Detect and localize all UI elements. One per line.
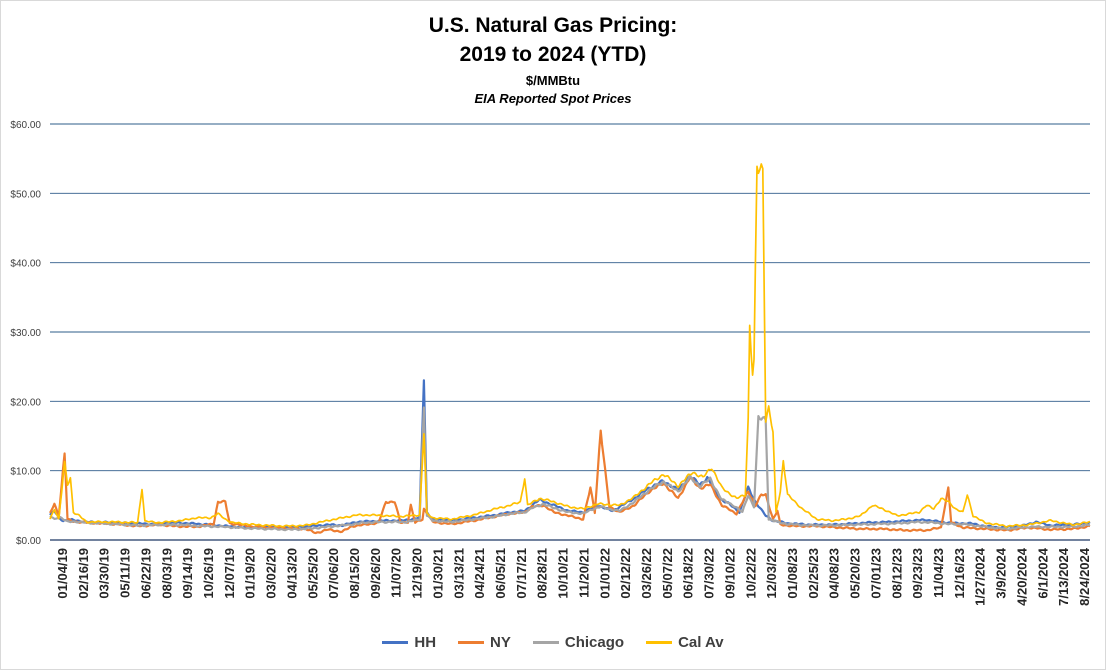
x-tick-label: 04/13/20 bbox=[284, 548, 299, 599]
y-tick-label: $50.00 bbox=[10, 189, 41, 200]
legend-swatch-cal-av bbox=[646, 641, 673, 644]
y-tick-label: $10.00 bbox=[10, 467, 41, 478]
y-tick-label: $60.00 bbox=[10, 120, 41, 131]
x-tick-label: 03/13/21 bbox=[451, 548, 466, 599]
x-tick-label: 8/24/2024 bbox=[1077, 547, 1092, 606]
x-axis-tick-labels: 01/04/19 02/16/19 03/30/19 05/11/19 06/22/19… bbox=[55, 547, 1092, 606]
y-tick-label: $0.00 bbox=[16, 536, 41, 547]
x-tick-label: 09/26/20 bbox=[368, 548, 383, 599]
x-tick-label: 10/10/21 bbox=[556, 548, 571, 599]
legend-swatch-chicago bbox=[532, 641, 559, 644]
y-tick-label: $40.00 bbox=[10, 259, 41, 270]
gridlines bbox=[50, 123, 1090, 541]
x-tick-label: 01/30/21 bbox=[430, 548, 445, 599]
y-axis-tick-labels: $0.00 $10.00 $20.00 $30.00 $40.00 $50.00 $60.0… bbox=[10, 120, 41, 547]
x-tick-label: 05/11/19 bbox=[118, 548, 133, 598]
legend-label-chicago: Chicago bbox=[564, 634, 625, 651]
x-tick-label: 3/9/2024 bbox=[994, 547, 1009, 598]
series-line-ny bbox=[49, 429, 1091, 535]
x-tick-label: 01/19/20 bbox=[243, 548, 258, 599]
x-tick-label: 1/27/2024 bbox=[973, 547, 988, 606]
x-tick-label: 04/24/21 bbox=[472, 548, 487, 599]
legend: HH NY Chicago Cal Av bbox=[0, 634, 1106, 651]
x-tick-label: 09/23/23 bbox=[910, 548, 925, 599]
chart-title-line2: 2019 to 2024 (YTD) bbox=[459, 43, 647, 66]
series-line-cal-av bbox=[49, 163, 1091, 528]
x-tick-label: 7/13/2024 bbox=[1056, 547, 1071, 606]
x-tick-label: 01/04/19 bbox=[55, 548, 70, 599]
legend-label-ny: NY bbox=[490, 634, 511, 651]
legend-item-hh: HH bbox=[382, 634, 436, 651]
x-tick-label: 07/17/21 bbox=[514, 548, 529, 599]
x-tick-label: 03/02/20 bbox=[264, 548, 279, 599]
x-tick-label: 02/16/19 bbox=[76, 548, 91, 599]
x-tick-label: 11/04/23 bbox=[931, 548, 946, 598]
x-tick-label: 12/16/23 bbox=[952, 548, 967, 599]
legend-label-cal-av: Cal Av bbox=[678, 634, 724, 651]
x-tick-label: 6/1/2024 bbox=[1035, 547, 1050, 598]
x-tick-label: 4/20/2024 bbox=[1014, 547, 1029, 606]
y-tick-label: $30.00 bbox=[10, 328, 41, 339]
legend-label-hh: HH bbox=[414, 634, 437, 651]
x-tick-label: 09/10/22 bbox=[722, 548, 737, 599]
x-tick-label: 11/07/20 bbox=[389, 548, 404, 598]
x-tick-label: 06/05/21 bbox=[493, 548, 508, 599]
x-tick-label: 01/01/22 bbox=[597, 548, 612, 599]
x-tick-label: 05/07/22 bbox=[660, 548, 675, 599]
x-tick-label: 09/14/19 bbox=[180, 548, 195, 599]
x-tick-label: 07/30/22 bbox=[702, 548, 717, 599]
legend-item-ny: NY bbox=[458, 634, 511, 651]
x-tick-label: 06/22/19 bbox=[138, 548, 153, 599]
x-tick-label: 04/08/23 bbox=[827, 548, 842, 599]
x-tick-label: 10/22/22 bbox=[743, 548, 758, 599]
x-tick-label: 06/18/22 bbox=[681, 548, 696, 599]
x-tick-label: 08/12/23 bbox=[889, 548, 904, 599]
x-tick-label: 05/20/23 bbox=[848, 548, 863, 599]
x-tick-label: 03/26/22 bbox=[639, 548, 654, 599]
series-lines bbox=[49, 163, 1091, 535]
x-tick-label: 08/03/19 bbox=[159, 548, 174, 599]
x-tick-label: 07/06/20 bbox=[326, 548, 341, 599]
legend-item-cal-av: Cal Av bbox=[646, 634, 724, 651]
legend-swatch-ny bbox=[458, 641, 485, 644]
x-tick-label: 12/19/20 bbox=[410, 548, 425, 599]
x-tick-label: 07/01/23 bbox=[868, 548, 883, 599]
chart-unit-label: $/MMBtu bbox=[525, 73, 581, 88]
x-tick-label: 02/12/22 bbox=[618, 548, 633, 599]
x-tick-label: 08/28/21 bbox=[535, 548, 550, 599]
x-tick-label: 11/20/21 bbox=[576, 548, 591, 598]
legend-item-chicago: Chicago bbox=[532, 634, 625, 651]
chart-subtitle: EIA Reported Spot Prices bbox=[474, 91, 632, 106]
chart-title: U.S. Natural Gas Pricing: bbox=[428, 14, 678, 37]
x-tick-label: 01/08/23 bbox=[785, 548, 800, 599]
legend-swatch-hh bbox=[382, 641, 409, 644]
x-tick-label: 03/30/19 bbox=[97, 548, 112, 599]
series-line-chicago bbox=[49, 406, 1091, 532]
x-tick-label: 05/25/20 bbox=[305, 548, 320, 599]
x-tick-label: 10/26/19 bbox=[201, 548, 216, 599]
x-tick-label: 12/03/22 bbox=[764, 548, 779, 599]
x-tick-label: 02/25/23 bbox=[806, 548, 821, 599]
series-line-hh bbox=[49, 379, 1091, 530]
x-tick-label: 08/15/20 bbox=[347, 548, 362, 599]
y-tick-label: $20.00 bbox=[10, 397, 41, 408]
x-tick-label: 12/07/19 bbox=[222, 548, 237, 599]
